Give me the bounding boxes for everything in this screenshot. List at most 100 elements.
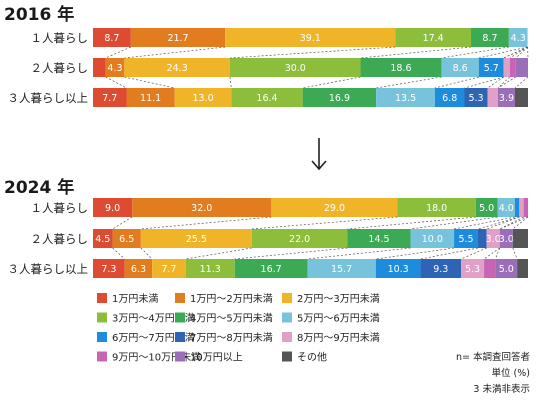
bar-segment xyxy=(508,28,528,47)
bar-segment xyxy=(495,259,518,278)
bar-segment xyxy=(231,88,303,107)
legend-swatch xyxy=(282,293,292,303)
bar-segment xyxy=(441,58,479,77)
bar-segment xyxy=(93,198,133,217)
connector-line xyxy=(302,76,361,89)
legend-swatch xyxy=(97,293,107,303)
bar-segment xyxy=(132,198,272,217)
data-label: 14.5 xyxy=(368,234,389,245)
data-label: 6.5 xyxy=(119,234,134,245)
legend-swatch xyxy=(97,312,107,323)
connector-line xyxy=(514,76,529,89)
bar-segment xyxy=(271,198,398,217)
row-label: １人暮らし xyxy=(31,31,89,45)
data-label: 4.0 xyxy=(499,203,514,214)
bar-segment xyxy=(503,58,510,77)
connector-line xyxy=(375,247,455,260)
bar-segment xyxy=(93,28,131,47)
connector-line xyxy=(140,247,153,260)
connector-line xyxy=(512,247,518,260)
bar-segment xyxy=(454,229,478,248)
bar-segment xyxy=(93,88,127,107)
bar-segment xyxy=(105,58,125,77)
legend-entry: その他 xyxy=(297,351,327,364)
row-label: ３人暮らし以上 xyxy=(8,91,89,105)
legend-entry: 9万円～10万円未満 xyxy=(112,352,201,364)
connector-line xyxy=(509,46,528,59)
bar-segment xyxy=(347,229,411,248)
data-label: 8.7 xyxy=(482,33,497,44)
panel-title: 2016 年 xyxy=(4,4,74,25)
connector-line xyxy=(360,46,472,59)
data-label: 30.0 xyxy=(285,63,306,74)
legend-entry: 2万円～3万円未満 xyxy=(297,293,380,305)
connector-line xyxy=(185,247,252,260)
legend-entry: 7万円～8万円未満 xyxy=(190,332,273,344)
connector-line xyxy=(124,46,226,59)
data-label: 5.5 xyxy=(458,234,473,245)
bar-segment xyxy=(124,259,153,278)
legend-swatch xyxy=(282,332,292,342)
connector-line xyxy=(112,247,125,260)
legend-swatch xyxy=(175,351,185,362)
bar-segment xyxy=(499,229,513,248)
bar-segment xyxy=(514,88,528,107)
row-label: ２人暮らし xyxy=(31,232,89,246)
legend-swatch xyxy=(175,293,185,303)
legend-swatch xyxy=(97,332,107,342)
connector-line xyxy=(441,46,509,59)
connector-line xyxy=(487,76,504,89)
data-label: 21.7 xyxy=(167,33,188,44)
data-label: 10.0 xyxy=(422,234,443,245)
legend-swatch xyxy=(175,312,185,323)
data-label: 5.3 xyxy=(465,264,480,275)
connector-line xyxy=(477,216,520,230)
data-label: 5.3 xyxy=(468,93,483,104)
bar-segment xyxy=(230,58,361,77)
data-label: 13.0 xyxy=(192,93,213,104)
row-label: １人暮らし xyxy=(31,201,89,215)
connector-line xyxy=(483,247,500,260)
note-hidden-values: 3 未満非表示 xyxy=(473,384,530,395)
data-label: 5.7 xyxy=(484,63,499,74)
connector-line xyxy=(497,76,517,89)
bar-segment xyxy=(375,259,421,278)
bar-segment xyxy=(434,88,465,107)
bar-segment xyxy=(140,229,252,248)
data-label: 8.7 xyxy=(104,33,119,44)
bar-segment xyxy=(124,58,231,77)
bar-segment xyxy=(302,88,377,107)
data-label: 11.3 xyxy=(200,264,221,275)
data-label: 6.8 xyxy=(442,93,457,104)
connector-line xyxy=(478,46,528,59)
bar-segment xyxy=(477,229,487,248)
connector-line xyxy=(512,216,529,230)
bar-segment xyxy=(112,229,141,248)
bar-segment xyxy=(478,58,504,77)
bar-segment xyxy=(519,198,524,217)
bar-segment xyxy=(517,259,528,278)
legend-entry: 5万円～6万円未満 xyxy=(297,313,380,325)
data-label: 5.0 xyxy=(499,264,514,275)
note-unit: 単位 (%) xyxy=(491,368,530,379)
data-label: 7.3 xyxy=(101,264,116,275)
bar-segment xyxy=(410,229,455,248)
data-label: 9.0 xyxy=(105,203,120,214)
connector-line xyxy=(251,216,398,230)
data-label: 6.3 xyxy=(131,264,146,275)
data-label: 3.9 xyxy=(499,93,514,104)
connector-line xyxy=(376,76,442,89)
bar-segment xyxy=(497,88,515,107)
bar-segment xyxy=(487,88,498,107)
data-label: 9.3 xyxy=(433,264,448,275)
data-label: 29.0 xyxy=(324,203,345,214)
bar-segment xyxy=(515,58,528,77)
legend-swatch xyxy=(97,351,107,362)
data-label: 4.5 xyxy=(95,234,110,245)
data-label: 18.6 xyxy=(390,63,411,74)
data-label: 16.4 xyxy=(256,93,277,104)
connector-line xyxy=(105,46,131,59)
connector-line xyxy=(140,216,272,230)
data-label: 13.5 xyxy=(395,93,416,104)
